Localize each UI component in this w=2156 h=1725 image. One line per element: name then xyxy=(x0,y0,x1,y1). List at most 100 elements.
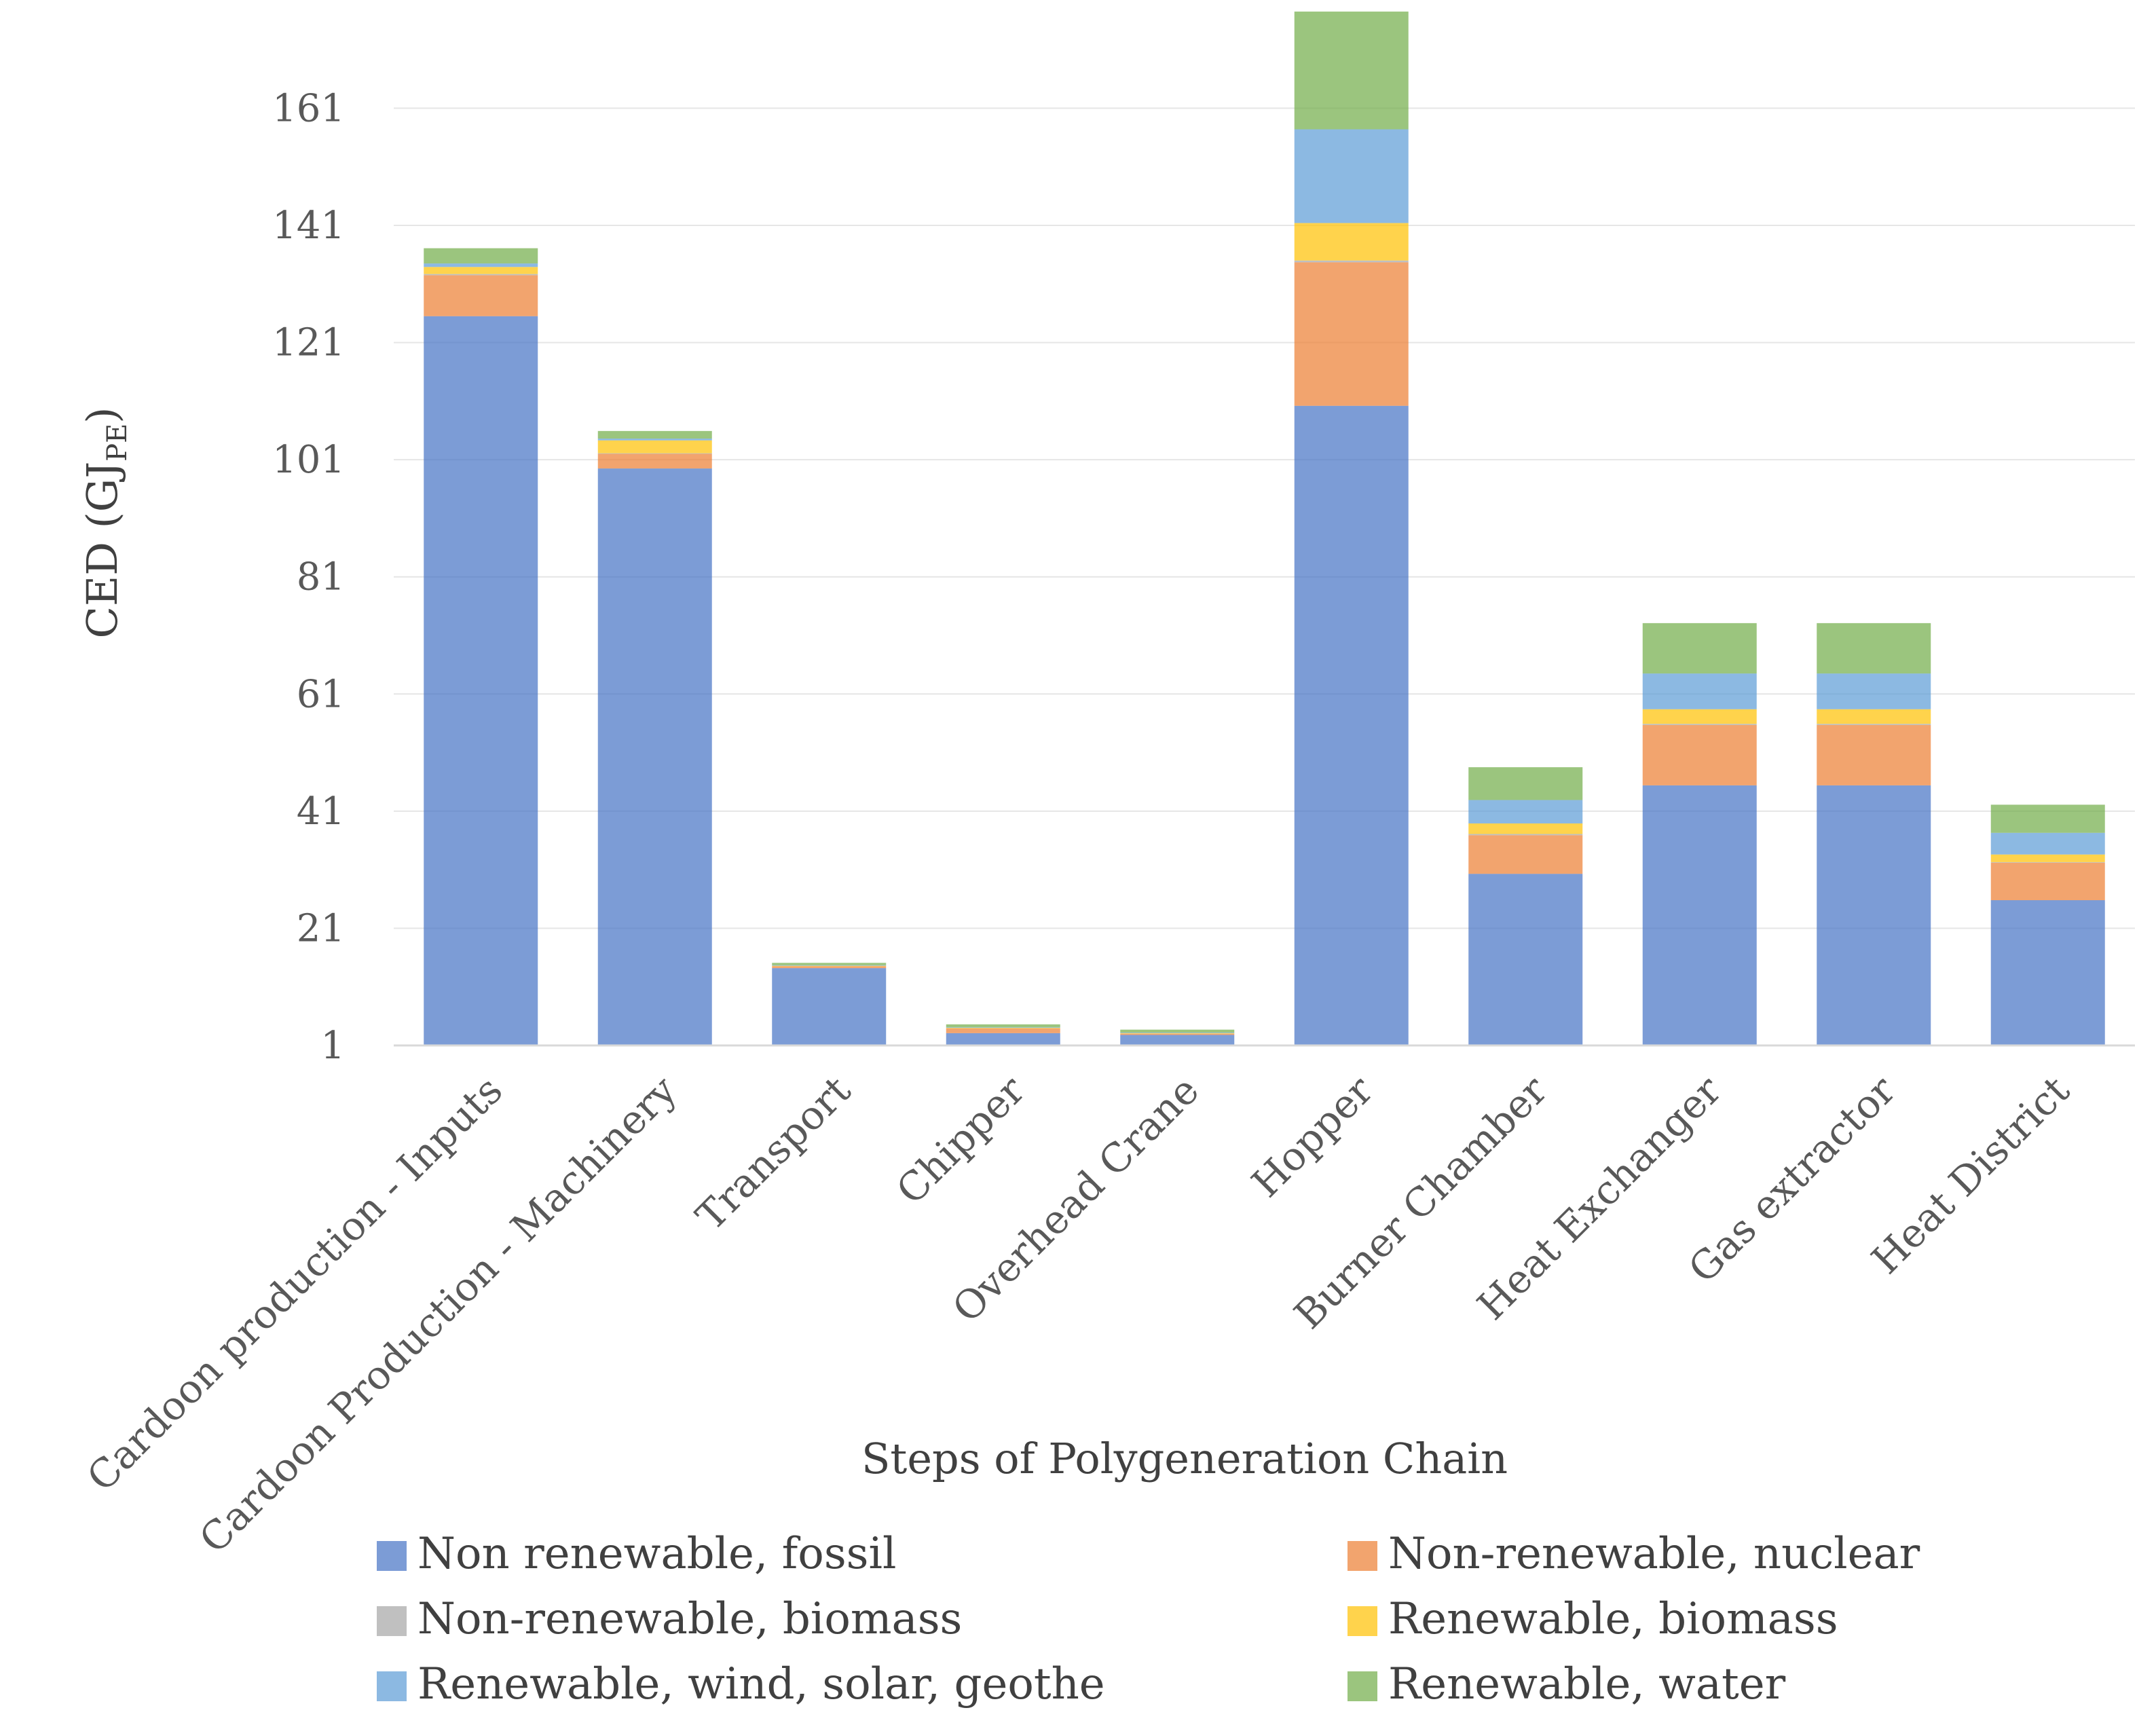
y-tick-label: 21 xyxy=(297,906,345,950)
legend-label: Non renewable, fossil xyxy=(417,1529,896,1579)
bar-segment xyxy=(1120,1033,1235,1034)
y-axis-title-main: CED (GJ xyxy=(77,462,127,639)
bar-segment xyxy=(1468,823,1583,834)
bar-segment xyxy=(597,430,712,439)
bar-segment xyxy=(1990,861,2105,863)
bar-segment xyxy=(597,453,712,454)
bar-segment xyxy=(1120,1035,1235,1045)
legend-label: Non-renewable, biomass xyxy=(417,1594,962,1644)
bar-segment xyxy=(1294,262,1409,406)
x-tick-label: Transport xyxy=(687,1067,859,1240)
bar-segment xyxy=(946,1024,1060,1028)
bar-segment xyxy=(1817,709,1931,724)
bar-segment xyxy=(1817,623,1931,674)
bar-segment xyxy=(1642,673,1757,709)
bar-segment xyxy=(424,316,538,1045)
legend-swatch xyxy=(377,1671,407,1701)
bar-stack xyxy=(424,248,538,1045)
y-tick-label: 161 xyxy=(272,86,345,130)
y-axis-title-subscript: PE xyxy=(102,424,133,462)
bar-segment xyxy=(424,263,538,267)
legend-item: Renewable, water xyxy=(1348,1659,1786,1709)
y-axis-title-close: ) xyxy=(77,407,127,423)
bar-segment xyxy=(1120,1033,1235,1035)
bar-stack xyxy=(1642,623,1757,1045)
bar-segment xyxy=(772,963,887,965)
bar-stack xyxy=(946,1024,1060,1045)
bar-segment xyxy=(946,1033,1060,1045)
legend-item: Non-renewable, nuclear xyxy=(1348,1529,1920,1579)
bar-segment xyxy=(1294,129,1409,223)
y-tick-label: 141 xyxy=(272,204,345,248)
bar-segment xyxy=(1990,832,2105,855)
bar-segment xyxy=(1468,835,1583,874)
legend-label: Non-renewable, nuclear xyxy=(1388,1529,1920,1579)
bar-segment xyxy=(1294,405,1409,1045)
y-tick-label: 101 xyxy=(272,438,345,482)
bar-segment xyxy=(1817,673,1931,709)
legend: Non renewable, fossil Non-renewable, nucl… xyxy=(377,1529,1920,1709)
x-axis-title: Steps of Polygeneration Chain xyxy=(861,1434,1508,1483)
legend-swatch xyxy=(1348,1671,1377,1701)
legend-swatch xyxy=(377,1541,407,1571)
bar-segment xyxy=(1642,709,1757,724)
bar-segment xyxy=(772,965,887,967)
bar-segment xyxy=(424,275,538,316)
bar-segment xyxy=(1990,862,2105,901)
bar-stack xyxy=(1468,767,1583,1045)
bar-segment xyxy=(1817,725,1931,785)
x-tick-label: Chipper xyxy=(887,1067,1034,1214)
bar-segment xyxy=(1990,804,2105,833)
legend-item: Non-renewable, biomass xyxy=(377,1594,962,1644)
bar-segment xyxy=(1468,800,1583,823)
legend-label: Renewable, wind, solar, geothe xyxy=(417,1659,1105,1709)
bar-segment xyxy=(597,453,712,469)
legend-item: Renewable, biomass xyxy=(1348,1594,1838,1644)
bar-segment xyxy=(597,440,712,453)
bar-segment xyxy=(772,966,887,969)
legend-swatch xyxy=(1348,1541,1377,1571)
y-axis-title: CED (GJPE) xyxy=(77,407,133,638)
bar-segment xyxy=(1642,724,1757,726)
bar-segment xyxy=(424,248,538,264)
bar-segment xyxy=(424,274,538,276)
bar-segment xyxy=(1294,260,1409,263)
bar-segment xyxy=(946,1027,1060,1028)
x-tick-label: Hopper xyxy=(1243,1067,1382,1206)
legend-label: Renewable, biomass xyxy=(1388,1594,1838,1644)
bar-segment xyxy=(946,1028,1060,1033)
bar-segment xyxy=(772,968,887,1045)
bar-segment xyxy=(1642,623,1757,674)
bar-stack xyxy=(1817,623,1931,1045)
bar-segment xyxy=(1294,12,1409,130)
bar-segment xyxy=(1642,725,1757,785)
bar-stack xyxy=(1990,804,2105,1045)
bar-segment xyxy=(1468,767,1583,800)
bar-segment xyxy=(1817,724,1931,726)
bar-segment xyxy=(597,468,712,1045)
bar-stack xyxy=(1120,1029,1235,1045)
bar-segment xyxy=(1468,874,1583,1045)
legend-label: Renewable, water xyxy=(1388,1659,1786,1709)
y-tick-label: 61 xyxy=(297,672,345,716)
bar-stack xyxy=(1294,12,1409,1045)
bar-segment xyxy=(1990,854,2105,862)
bars xyxy=(424,12,2105,1045)
legend-item: Renewable, wind, solar, geothe xyxy=(377,1659,1105,1709)
bar-segment xyxy=(772,965,887,966)
bar-segment xyxy=(424,267,538,274)
bar-stack xyxy=(772,963,887,1045)
bar-segment xyxy=(1642,785,1757,1045)
y-tick-label: 81 xyxy=(297,555,345,599)
bar-segment xyxy=(1294,223,1409,261)
bar-segment xyxy=(597,439,712,441)
bar-segment xyxy=(1120,1029,1235,1033)
y-tick-label: 1 xyxy=(320,1024,345,1068)
legend-swatch xyxy=(377,1606,407,1636)
bar-segment xyxy=(1990,900,2105,1045)
y-tick-label: 41 xyxy=(297,790,345,834)
legend-item: Non renewable, fossil xyxy=(377,1529,896,1579)
